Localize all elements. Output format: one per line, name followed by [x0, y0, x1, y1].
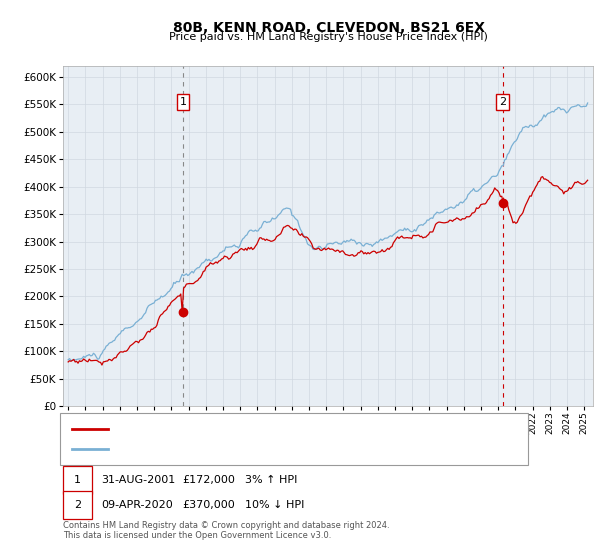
Text: 80B, KENN ROAD, CLEVEDON, BS21 6EX (detached house): 80B, KENN ROAD, CLEVEDON, BS21 6EX (deta… [114, 423, 419, 433]
Text: 3% ↑ HPI: 3% ↑ HPI [245, 475, 297, 486]
Text: £172,000: £172,000 [182, 475, 235, 486]
Text: 31-AUG-2001: 31-AUG-2001 [101, 475, 175, 486]
Text: 2: 2 [499, 97, 506, 107]
Text: This data is licensed under the Open Government Licence v3.0.: This data is licensed under the Open Gov… [63, 531, 331, 540]
Text: Price paid vs. HM Land Registry's House Price Index (HPI): Price paid vs. HM Land Registry's House … [169, 32, 488, 43]
Text: 1: 1 [179, 97, 187, 107]
Text: 09-APR-2020: 09-APR-2020 [101, 500, 173, 510]
Text: 1: 1 [74, 475, 81, 486]
Text: 10% ↓ HPI: 10% ↓ HPI [245, 500, 304, 510]
Text: Contains HM Land Registry data © Crown copyright and database right 2024.: Contains HM Land Registry data © Crown c… [63, 521, 389, 530]
Text: 80B, KENN ROAD, CLEVEDON, BS21 6EX: 80B, KENN ROAD, CLEVEDON, BS21 6EX [173, 21, 485, 35]
Text: £370,000: £370,000 [182, 500, 235, 510]
Text: HPI: Average price, detached house, North Somerset: HPI: Average price, detached house, Nort… [114, 444, 389, 454]
Text: 2: 2 [74, 500, 81, 510]
